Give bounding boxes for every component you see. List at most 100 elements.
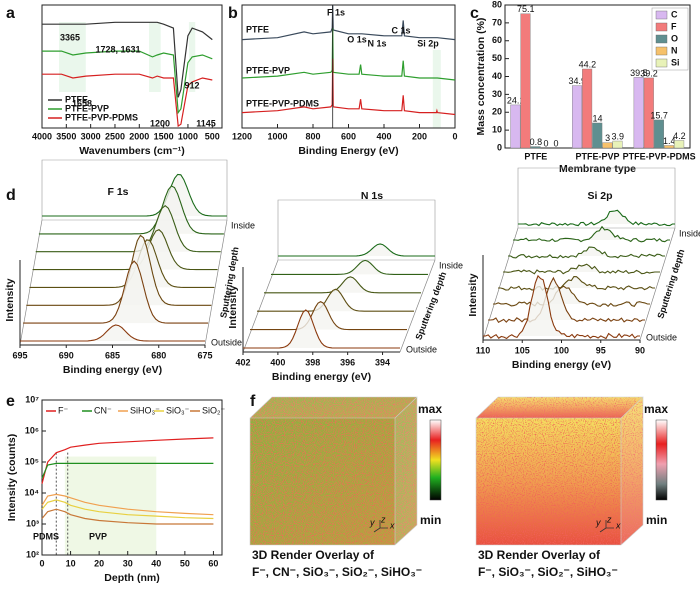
axis-triad-label: x: [615, 520, 621, 530]
panel-label: d: [6, 187, 16, 204]
series-label: PTFE-PVP-PDMS: [246, 98, 319, 108]
x-tick-label: 95: [596, 345, 606, 355]
x-tick-label: PTFE: [524, 151, 547, 161]
x-axis-label: Wavenumbers (cm⁻¹): [79, 145, 185, 157]
bar: [612, 140, 623, 149]
value-label: 44.2: [579, 59, 597, 69]
panel-label: c: [470, 5, 479, 22]
series-line: [41, 499, 214, 520]
depth-end-label: Inside: [439, 260, 463, 270]
depth-profile-curve: [26, 234, 212, 306]
y-axis-label: Mass concentration (%): [475, 18, 487, 136]
bar: [592, 122, 603, 149]
cube-face: [476, 418, 621, 545]
legend-label: CN⁻: [94, 405, 112, 415]
legend-swatch: [655, 34, 668, 44]
floor: [482, 227, 676, 341]
depth-profile-curve: [257, 288, 414, 312]
depth-end-label: Outside: [211, 337, 242, 347]
x-tick-label: 10: [66, 558, 76, 568]
legend-label: SiO₃⁻: [166, 405, 190, 415]
x-axis-label: Binding energy (eV): [63, 364, 162, 376]
y-axis-label: Intensity: [4, 278, 16, 321]
depth-profile-curve: [35, 205, 221, 252]
legend-swatch: [655, 46, 668, 56]
x-tick-label: 1000: [178, 131, 198, 141]
cube-face: [621, 397, 643, 545]
depth-end-label: Inside: [231, 220, 255, 230]
plot-frame: [41, 4, 223, 129]
cube-face: [395, 397, 417, 545]
depth-profile-curve: [488, 278, 645, 323]
depth-profile-curve: [503, 264, 660, 274]
y-tick-label: 0: [497, 142, 502, 152]
depth-end-label: Outside: [646, 332, 677, 342]
x-axis-label: Binding Energy (eV): [298, 145, 398, 157]
legend-swatch: [655, 22, 668, 32]
bar: [572, 85, 583, 149]
series-label: PTFE-PVP: [246, 65, 290, 75]
depth-profile-curve: [493, 286, 650, 307]
value-label: 24.1: [507, 95, 525, 105]
value-label: 3.9: [611, 131, 624, 141]
caption: 3D Render Overlay of: [252, 548, 375, 562]
x-tick-label: 200: [412, 131, 427, 141]
colorbar-label: min: [420, 513, 441, 527]
colorbar-label: max: [418, 402, 442, 416]
legend-label: SiO₂⁻: [202, 405, 225, 415]
x-tick-label: 1000: [267, 131, 287, 141]
floor: [19, 219, 228, 346]
depth-profile-curve: [29, 239, 215, 288]
axis-triad-label: z: [380, 514, 386, 524]
back-wall: [517, 167, 676, 229]
legend-label: C: [671, 9, 678, 19]
x-axis-label: Depth (nm): [104, 572, 159, 584]
x-tick-label: 695: [12, 350, 27, 360]
x-tick-label: 600: [341, 131, 356, 141]
x-tick-label: PTFE-PVP-PDMS: [623, 151, 696, 161]
series-line: [42, 50, 213, 115]
x-tick-label: 3500: [56, 131, 76, 141]
cube-face: [476, 397, 643, 418]
shaded-region: [64, 456, 157, 555]
bar: [653, 119, 664, 149]
depth-profile-curve: [278, 243, 435, 257]
legend-label: Si: [671, 57, 680, 67]
y-tick-label: 20: [492, 107, 502, 117]
x-axis-label: Binding energy (eV): [512, 359, 611, 371]
axis-triad-label: z: [606, 514, 612, 524]
y-tick-label: 10²: [26, 549, 39, 559]
depth-axis-label: Sputtering depth: [413, 270, 448, 341]
bar: [582, 68, 593, 149]
depth-profile-curve: [38, 186, 224, 234]
value-label: 75.1: [517, 4, 535, 14]
x-tick-label: 105: [515, 345, 530, 355]
depth-profile-curve: [483, 274, 640, 340]
depth-profile-curve: [264, 276, 421, 293]
x-tick-label: 40: [151, 558, 161, 568]
x-tick-label: 680: [151, 350, 166, 360]
legend-swatch: [655, 10, 668, 20]
series-line: [241, 28, 456, 81]
colorbar: [655, 419, 668, 501]
value-label: 3: [605, 133, 610, 143]
legend-label: F: [671, 21, 677, 31]
depth-profile-curve: [513, 225, 670, 243]
value-label: 39.5: [630, 68, 648, 78]
series-label: PTFE: [246, 24, 269, 34]
value-label: 39.2: [640, 68, 658, 78]
panel-title: Si 2p: [587, 190, 612, 202]
cube-edges: [249, 396, 418, 546]
bar: [520, 13, 531, 149]
y-axis-label: Intensity: [227, 285, 239, 328]
depth-profile-curve: [20, 325, 205, 341]
depth-profile-curve: [498, 276, 655, 291]
annotation: 1145: [196, 118, 216, 128]
value-label: 0: [543, 138, 548, 148]
x-axis-label: Membrane type: [559, 163, 636, 175]
x-tick-label: 3000: [81, 131, 101, 141]
depth-profile-curve: [38, 185, 224, 235]
legend-swatch: [655, 58, 668, 68]
legend-label: SiHO₃⁻: [130, 405, 160, 415]
caption: 3D Render Overlay of: [478, 548, 601, 562]
